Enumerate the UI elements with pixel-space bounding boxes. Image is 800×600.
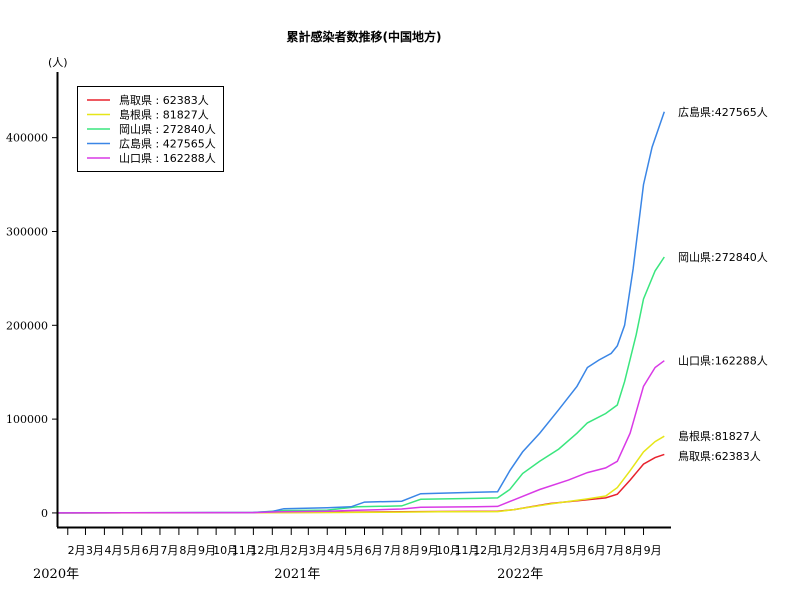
legend-label: 山口県 : 162288人 — [119, 152, 216, 165]
x-tick-label: 10月 — [436, 544, 461, 557]
y-axis-unit-label: (人) — [48, 56, 68, 69]
series-line-広島県 — [57, 111, 666, 514]
x-tick-label: 6月 — [588, 544, 606, 557]
x-tick-label: 3月 — [309, 544, 327, 557]
x-tick-label: 10月 — [213, 544, 238, 557]
x-tick-label: 2月 — [68, 544, 86, 557]
x-tick-label: 9月 — [421, 544, 439, 557]
x-tick-label: 5月 — [569, 544, 587, 557]
x-tick-label: 1月 — [496, 544, 514, 557]
legend-label: 鳥取県 : 62383人 — [119, 93, 209, 107]
y-tick-label: 0 — [41, 507, 48, 520]
x-tick-label: 4月 — [105, 544, 123, 557]
x-tick-label: 8月 — [625, 544, 643, 557]
x-tick-label: 12月 — [250, 544, 275, 557]
x-tick-label: 4月 — [550, 544, 568, 557]
x-tick-label: 8月 — [179, 544, 197, 557]
end-label-鳥取県: 鳥取県:62383人 — [678, 449, 761, 463]
x-tick-label: 6月 — [365, 544, 383, 557]
y-tick-label: 200000 — [6, 319, 48, 332]
x-tick-label: 12月 — [473, 544, 498, 557]
year-label: 2022年 — [497, 567, 543, 582]
x-tick-label: 9月 — [644, 544, 662, 557]
series-line-山口県 — [57, 360, 665, 514]
x-tick-label: 2月 — [291, 544, 309, 557]
series-line-島根県 — [57, 435, 665, 514]
x-tick-label: 3月 — [532, 544, 550, 557]
end-label-広島県: 広島県:427565人 — [678, 105, 768, 119]
year-label: 2020年 — [33, 567, 79, 582]
x-tick-label: 7月 — [606, 544, 624, 557]
legend-label: 島根県 : 81827人 — [119, 108, 209, 122]
chart-title: 累計感染者数推移(中国地方) — [287, 29, 442, 44]
series-lines — [57, 111, 666, 514]
x-tick-label: 5月 — [346, 544, 364, 557]
x-tick-label: 5月 — [123, 544, 141, 557]
x-tick-label: 11月 — [455, 544, 480, 557]
y-tick-label: 400000 — [6, 132, 48, 145]
end-label-山口県: 山口県:162288人 — [678, 355, 768, 368]
series-line-鳥取県 — [57, 453, 665, 514]
year-label: 2021年 — [274, 567, 320, 582]
y-tick-label: 100000 — [6, 413, 48, 426]
x-tick-label: 8月 — [402, 544, 420, 557]
y-tick-label: 300000 — [6, 225, 48, 238]
x-tick-label: 7月 — [383, 544, 401, 557]
series-line-岡山県 — [57, 256, 665, 514]
x-tick-label: 4月 — [327, 544, 345, 557]
end-label-岡山県: 岡山県:272840人 — [678, 251, 768, 264]
series-end-labels: 広島県:427565人岡山県:272840人山口県:162288人島根県:818… — [678, 105, 768, 463]
x-tick-label: 6月 — [142, 544, 160, 557]
x-tick-label: 2月 — [514, 544, 532, 557]
x-tick-label: 1月 — [273, 544, 291, 557]
end-label-島根県: 島根県:81827人 — [678, 429, 761, 443]
x-tick-label: 11月 — [232, 544, 257, 557]
x-tick-label: 7月 — [160, 544, 178, 557]
x-tick-label: 3月 — [86, 544, 104, 557]
y-axis-ticks: 0 100000 200000 300000 400000 — [6, 132, 58, 520]
legend-label: 広島県 : 427565人 — [119, 137, 216, 151]
x-tick-label: 9月 — [198, 544, 216, 557]
legend-label: 岡山県 : 272840人 — [119, 123, 216, 136]
